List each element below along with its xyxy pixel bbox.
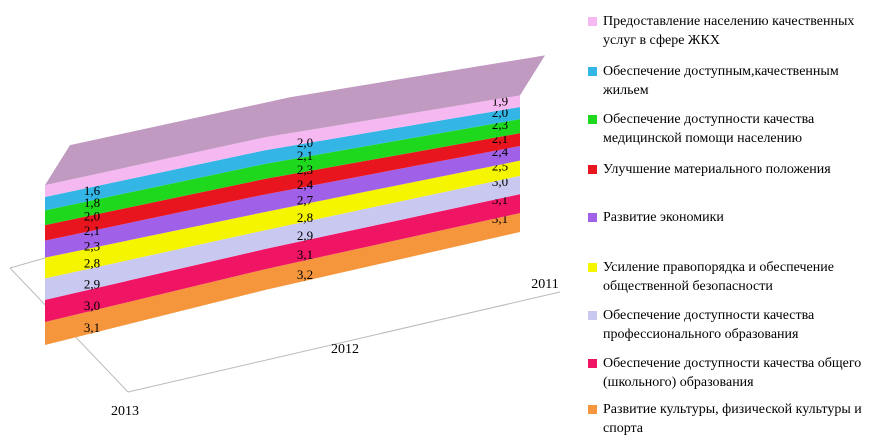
legend-label: Обеспечение доступности качества професс… [603, 308, 815, 342]
legend-swatch [588, 115, 597, 124]
data-label: 2,8 [297, 210, 313, 225]
area-layer [45, 119, 520, 226]
legend-item: Развитие экономики [588, 208, 878, 227]
area-layer [45, 133, 520, 241]
data-label: 2,3 [297, 162, 313, 177]
legend-item: Обеспечение доступности качества общего … [588, 354, 878, 392]
legend-item: Улучшение материального положения [588, 160, 878, 179]
legend-item: Обеспечение доступным,качественным жилье… [588, 62, 878, 100]
data-label: 2,9 [297, 228, 313, 243]
x-tick-label: 2013 [111, 404, 139, 419]
x-tick-label: 2011 [531, 277, 558, 292]
data-label: 2,4 [297, 177, 314, 192]
area-layer [45, 175, 520, 300]
area-layer [45, 145, 520, 258]
data-label: 3,1 [297, 247, 313, 262]
data-label: 2,1 [297, 148, 313, 163]
data-label: 3,2 [297, 267, 313, 282]
area-layer [45, 160, 520, 279]
data-label: 1,8 [84, 195, 100, 210]
data-label: 2,0 [297, 135, 313, 150]
legend-item: Развитие культуры, физической культуры и… [588, 400, 878, 438]
legend-item: Обеспечение доступности качества професс… [588, 306, 878, 344]
legend-swatch [588, 405, 597, 414]
data-label: 2,7 [297, 192, 314, 207]
data-label: 1,6 [84, 183, 101, 198]
data-label: 2,1 [84, 223, 100, 238]
data-label: 2,9 [84, 276, 100, 291]
legend-swatch [588, 213, 597, 222]
area-layer [45, 213, 520, 345]
data-label: 2,0 [84, 208, 100, 223]
area-layer [45, 194, 520, 323]
legend-label: Улучшение материального положения [603, 162, 831, 177]
area-layer [45, 95, 520, 197]
legend-item: Усиление правопорядка и обеспечение обще… [588, 258, 878, 296]
area-layer [45, 106, 520, 211]
legend-label: Развитие культуры, физической культуры и… [603, 402, 862, 436]
data-label: 2,3 [84, 239, 100, 254]
data-label: 2,8 [84, 256, 100, 271]
legend-item: Обеспечение доступности качества медицин… [588, 110, 878, 148]
legend-label: Обеспечение доступным,качественным жилье… [603, 64, 839, 98]
legend-swatch [588, 263, 597, 272]
top-surface [45, 55, 545, 186]
data-label: 3,0 [84, 298, 100, 313]
x-tick-label: 2012 [331, 342, 359, 357]
legend-label: Обеспечение доступности качества общего … [603, 356, 862, 390]
legend-swatch [588, 67, 597, 76]
legend-swatch [588, 311, 597, 320]
legend-label: Обеспечение доступности качества медицин… [603, 112, 815, 146]
legend-label: Развитие экономики [603, 210, 724, 225]
legend-label: Усиление правопорядка и обеспечение обще… [603, 260, 834, 294]
legend-swatch [588, 17, 597, 26]
legend-item: Предоставление населению качественных ус… [588, 12, 878, 50]
legend-swatch [588, 165, 597, 174]
data-label: 3,1 [84, 320, 100, 335]
legend-label: Предоставление населению качественных ус… [603, 14, 855, 48]
legend-swatch [588, 359, 597, 368]
